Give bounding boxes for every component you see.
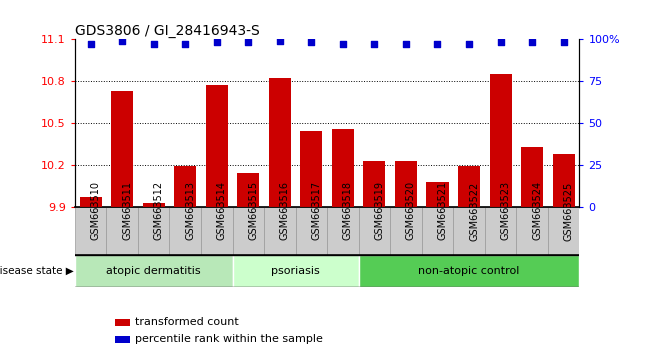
Text: GSM663520: GSM663520 [406, 181, 416, 240]
Text: non-atopic control: non-atopic control [419, 266, 519, 276]
Text: GSM663521: GSM663521 [437, 181, 447, 240]
Bar [75, 255, 232, 287]
Point [306, 40, 316, 45]
Point [369, 41, 380, 47]
Bar [426, 182, 449, 207]
Text: GSM663523: GSM663523 [501, 181, 510, 240]
Text: psoriasis: psoriasis [271, 266, 320, 276]
Point [275, 38, 285, 44]
Point [432, 41, 443, 47]
Bar [363, 161, 385, 207]
Text: GSM663511: GSM663511 [122, 181, 132, 240]
Text: percentile rank within the sample: percentile rank within the sample [135, 335, 324, 344]
Bar [553, 154, 575, 207]
Point [85, 41, 96, 47]
Bar [115, 319, 130, 326]
Text: GSM663515: GSM663515 [248, 181, 258, 240]
Point [212, 40, 222, 45]
Bar [201, 207, 232, 255]
Text: GSM663517: GSM663517 [311, 181, 322, 240]
Point [495, 40, 506, 45]
Bar [359, 255, 579, 287]
Text: GSM663513: GSM663513 [186, 181, 195, 240]
Bar [237, 173, 259, 207]
Point [117, 38, 128, 44]
Bar [548, 207, 579, 255]
Bar [327, 207, 359, 255]
Bar [422, 207, 453, 255]
Point [180, 41, 191, 47]
Bar [332, 129, 354, 207]
Bar [458, 166, 480, 207]
Bar [111, 91, 133, 207]
Point [338, 41, 348, 47]
Point [464, 41, 474, 47]
Text: transformed count: transformed count [135, 318, 239, 327]
Bar [169, 207, 201, 255]
Bar [232, 255, 359, 287]
Bar [516, 207, 548, 255]
Bar [485, 207, 516, 255]
Bar [300, 131, 322, 207]
Text: GSM663510: GSM663510 [90, 181, 101, 240]
Bar [521, 147, 543, 207]
Bar [395, 161, 417, 207]
Text: GDS3806 / GI_28416943-S: GDS3806 / GI_28416943-S [75, 24, 260, 38]
Bar [390, 207, 422, 255]
Bar [115, 336, 130, 343]
Bar [453, 207, 485, 255]
Point [148, 41, 159, 47]
Bar [106, 207, 138, 255]
Bar [232, 207, 264, 255]
Bar [75, 207, 106, 255]
Text: GSM663516: GSM663516 [280, 181, 290, 240]
Text: GSM663518: GSM663518 [343, 181, 353, 240]
Text: GSM663514: GSM663514 [217, 181, 227, 240]
Text: GSM663519: GSM663519 [374, 181, 385, 240]
Point [401, 41, 411, 47]
Point [559, 40, 569, 45]
Text: GSM663525: GSM663525 [564, 181, 574, 240]
Bar [264, 207, 296, 255]
Point [527, 40, 537, 45]
Text: atopic dermatitis: atopic dermatitis [106, 266, 201, 276]
Text: GSM663524: GSM663524 [532, 181, 542, 240]
Bar [269, 78, 291, 207]
Point [243, 40, 253, 45]
Bar [138, 207, 169, 255]
Bar [174, 166, 196, 207]
Bar [79, 197, 102, 207]
Bar [296, 207, 327, 255]
Bar [143, 203, 165, 207]
Text: GSM663522: GSM663522 [469, 181, 479, 240]
Bar [490, 74, 512, 207]
Text: disease state ▶: disease state ▶ [0, 266, 74, 276]
Bar [359, 207, 390, 255]
Text: GSM663512: GSM663512 [154, 181, 163, 240]
Bar [206, 85, 228, 207]
